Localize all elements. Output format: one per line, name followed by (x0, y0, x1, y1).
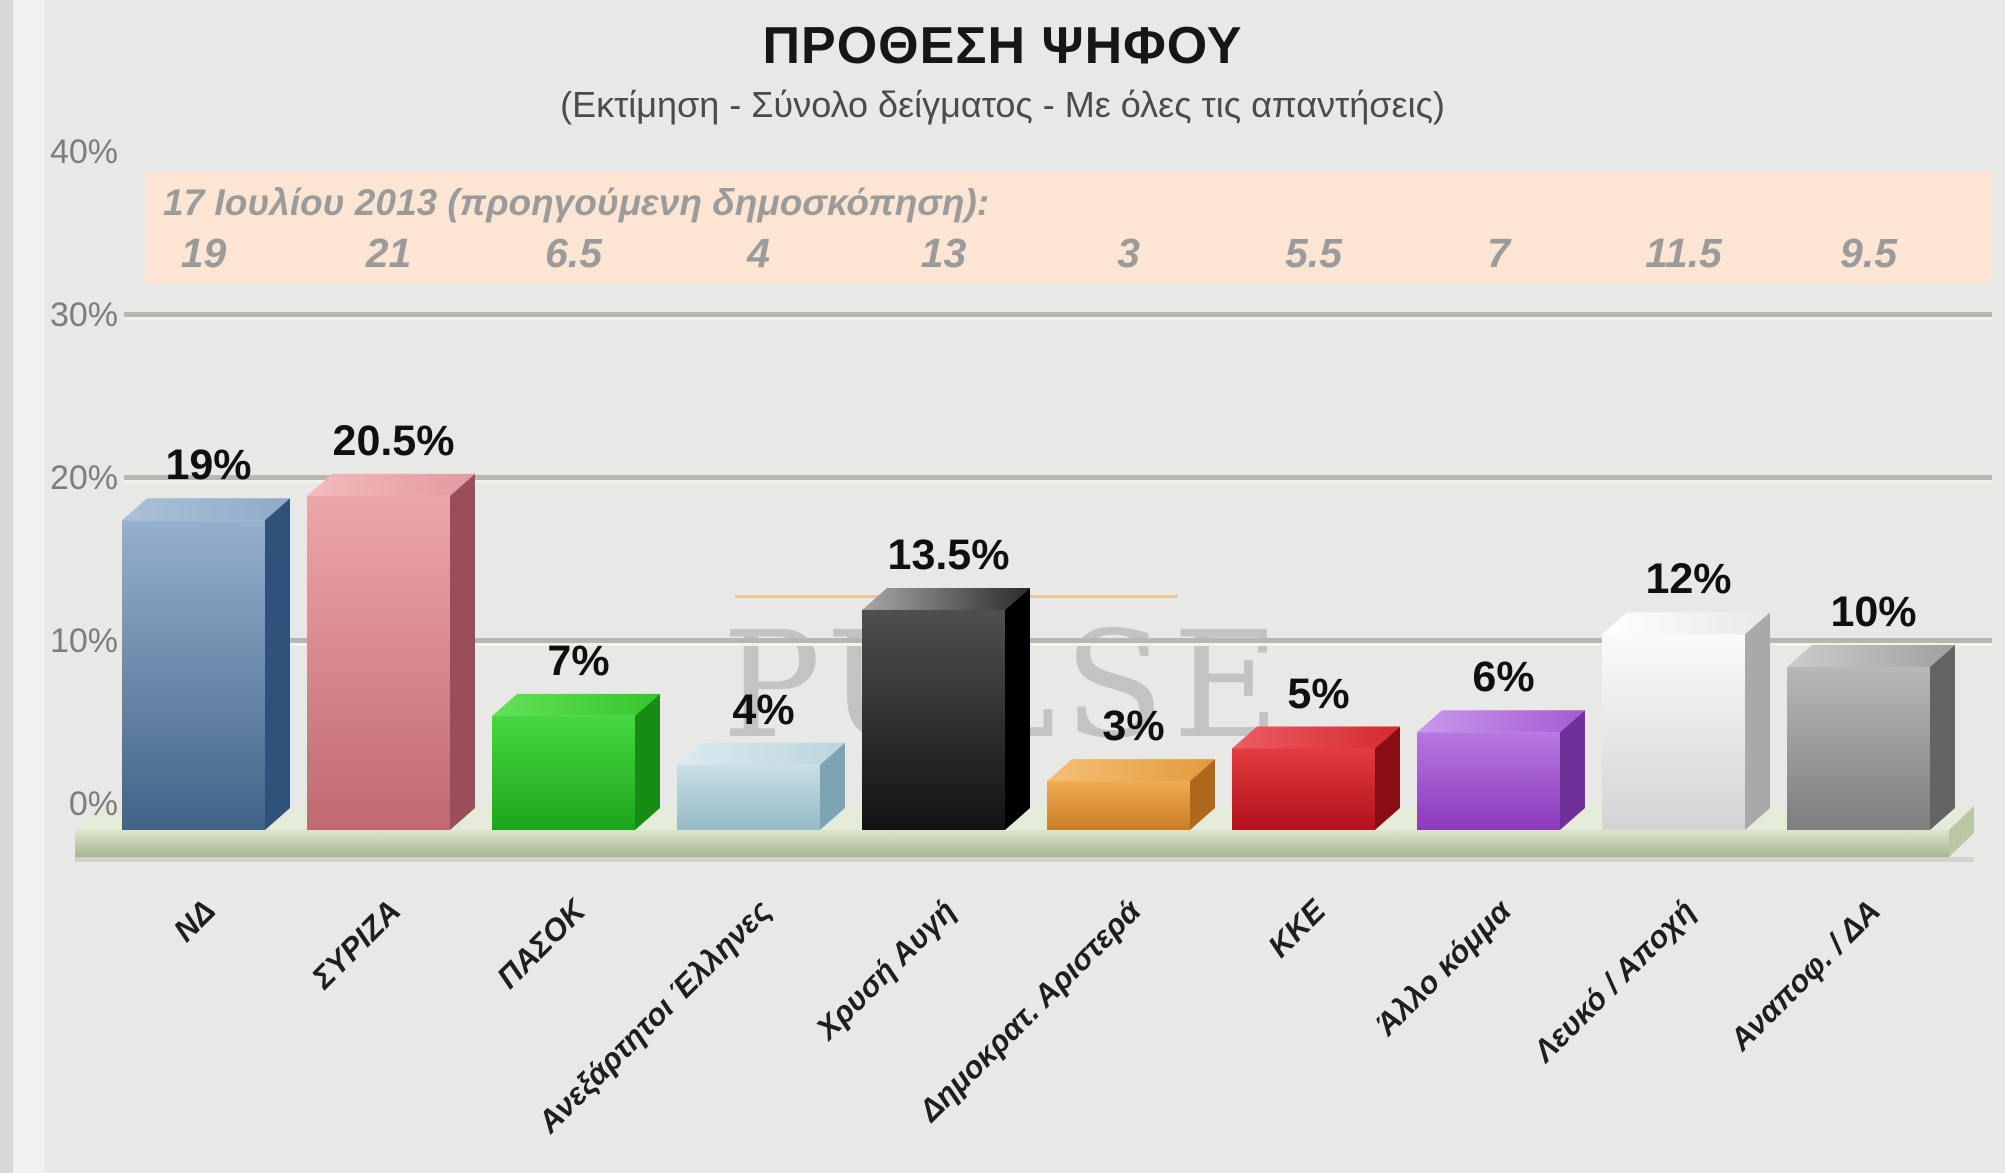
x-tick-label: Αναποφ. / ΔΑ (1443, 893, 1887, 1057)
bar-front-face (1047, 781, 1190, 830)
bar-top-face (307, 473, 475, 496)
bar-value-label: 13.5% (887, 530, 1010, 579)
previous-poll-value: 6.5 (545, 230, 602, 276)
left-gutter-dark (0, 0, 13, 1173)
bar-value-label: 4% (732, 685, 795, 734)
bar-top-face (492, 693, 660, 716)
previous-poll-value: 3 (1117, 230, 1140, 276)
bar-0 (122, 498, 290, 830)
bar-front-face (122, 520, 265, 830)
bar-5 (1047, 759, 1215, 830)
gridline-highlight (124, 643, 1992, 646)
bar-top-face (1602, 612, 1770, 635)
bar-3 (677, 742, 845, 830)
gridline-highlight (124, 317, 1992, 320)
previous-poll-value: 9.5 (1840, 230, 1897, 276)
bar-top-face (862, 587, 1030, 610)
floor-end-cap (1949, 806, 1974, 857)
bar-value-label: 7% (547, 636, 610, 685)
previous-poll-value: 19 (180, 230, 227, 276)
bar-4 (862, 587, 1030, 830)
bar-value-label: 6% (1472, 653, 1535, 702)
bar-top-face (122, 498, 290, 521)
bar-top-face (677, 742, 845, 765)
bar-side-face (635, 693, 660, 830)
bar-6 (1232, 726, 1400, 830)
bar-value-label: 20.5% (332, 416, 455, 465)
gridline (124, 312, 1992, 317)
gridline-highlight (124, 480, 1992, 483)
bar-value-label: 12% (1645, 555, 1732, 604)
bar-front-face (677, 764, 820, 830)
bar-side-face (1375, 726, 1400, 830)
y-tick-10%: 10% (49, 622, 118, 660)
bar-side-face (1745, 612, 1770, 830)
bar-top-face (1047, 759, 1215, 782)
gridline (124, 475, 1992, 480)
bar-side-face (820, 742, 845, 830)
bar-value-label: 5% (1287, 669, 1350, 718)
bar-side-face (450, 473, 475, 830)
bar-side-face (1005, 587, 1030, 830)
previous-poll-value: 21 (365, 230, 412, 276)
bar-value-label: 19% (165, 441, 252, 490)
bar-side-face (265, 498, 290, 830)
bar-top-face (1232, 726, 1400, 749)
y-tick-20%: 20% (49, 459, 118, 497)
previous-poll-value: 7 (1487, 230, 1510, 276)
bar-front-face (1232, 748, 1375, 830)
bar-top-face (1417, 710, 1585, 733)
left-gutter-light (13, 0, 45, 1173)
y-tick-40%: 40% (49, 133, 118, 171)
previous-poll-banner: 17 Ιουλίου 2013 (προηγούμενη δημοσκόπηση… (145, 172, 1992, 284)
y-tick-0%: 0% (68, 785, 118, 823)
chart-title: ΠΡΟΘΕΣΗ ΨΗΦΟΥ (762, 17, 1243, 75)
bar-front-face (862, 609, 1005, 830)
previous-poll-value: 4 (747, 230, 770, 276)
bar-side-face (1930, 645, 1955, 830)
bar-9 (1787, 645, 1955, 830)
gridline (124, 638, 1992, 643)
bar-front-face (307, 495, 450, 830)
previous-poll-heading: 17 Ιουλίου 2013 (προηγούμενη δημοσκόπηση… (163, 182, 990, 223)
bar-value-label: 10% (1830, 588, 1917, 636)
bar-side-face (1560, 710, 1585, 830)
previous-poll-value: 5.5 (1285, 230, 1342, 276)
bar-side-face (1190, 759, 1215, 830)
bar-1 (307, 473, 475, 830)
bar-7 (1417, 710, 1585, 830)
floor-shadow (75, 857, 1974, 862)
bar-front-face (1602, 634, 1745, 830)
bar-8 (1602, 612, 1770, 830)
previous-poll-value: 11.5 (1645, 230, 1722, 276)
bar-2 (492, 693, 660, 830)
bar-front-face (1417, 732, 1560, 830)
chart-subtitle: (Εκτίμηση - Σύνολο δείγματος - Με όλες τ… (560, 84, 1445, 125)
y-tick-30%: 30% (49, 296, 118, 334)
bar-front-face (492, 715, 635, 830)
bar-top-face (1787, 645, 1955, 667)
floor-front-face (75, 830, 1949, 857)
bar-front-face (1787, 667, 1930, 830)
bar-value-label: 3% (1102, 702, 1165, 751)
previous-poll-value: 13 (920, 230, 967, 276)
